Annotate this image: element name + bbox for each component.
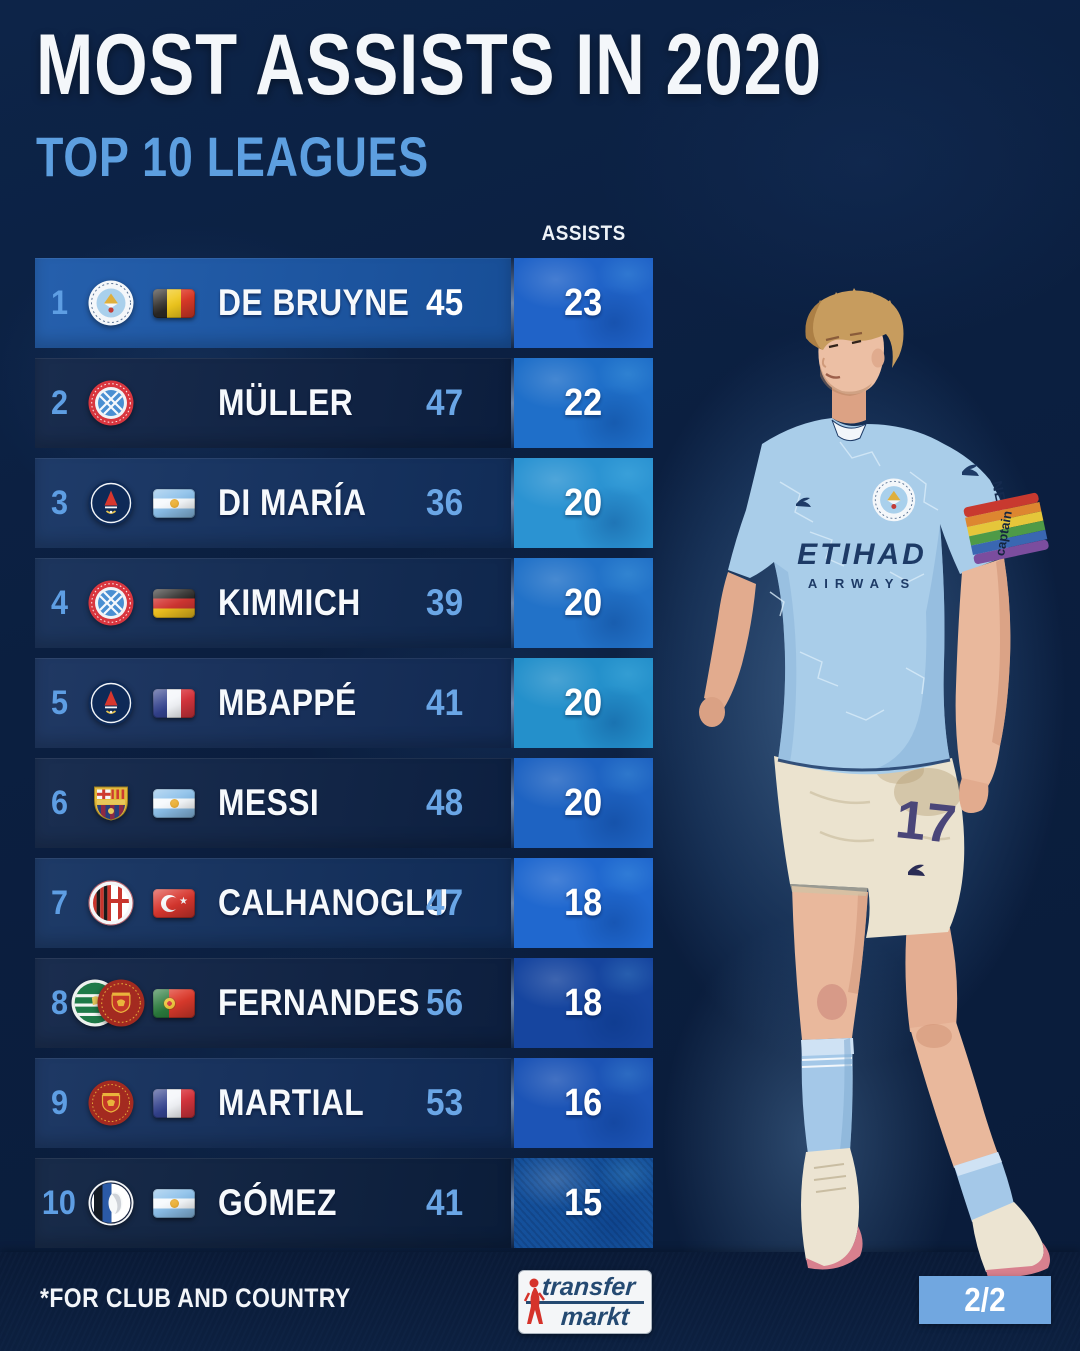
- games-value: 47: [426, 382, 464, 423]
- rank-label: 10: [41, 1183, 77, 1222]
- flag-belgium-icon: [153, 288, 195, 318]
- table-row: 10 GÓMEZ 41 15: [35, 1158, 653, 1248]
- table-row: 3 DI MARÍA 36 20: [35, 458, 653, 548]
- assists-value: 20: [514, 658, 653, 748]
- transfermarkt-player-icon: [523, 1278, 546, 1324]
- page-title: MOST ASSISTS IN 2020: [36, 17, 822, 113]
- player-name: MÜLLER: [218, 382, 354, 423]
- club-badge-manchester-city-icon: [88, 280, 134, 326]
- flag-portugal-icon: [153, 988, 195, 1018]
- shirt-sponsor-text: ETIHAD: [797, 538, 927, 571]
- games-value: 47: [426, 882, 464, 923]
- column-divider: [511, 558, 514, 648]
- player-name: MBAPPÉ: [218, 682, 357, 723]
- transfermarkt-logo: transfer markt: [518, 1270, 652, 1334]
- assists-value: 18: [514, 858, 653, 948]
- club-badge-ac-milan-icon: [88, 880, 134, 926]
- table-row: 7 ★ CALHANOGLU 47 18: [35, 858, 653, 948]
- column-divider: [511, 358, 514, 448]
- table-row: 2 MÜLLER 47 22: [35, 358, 653, 448]
- games-value: 48: [426, 782, 464, 823]
- player-photo-de-bruyne: 17 ETIHAD AIRWAYS NEXEN: [699, 288, 1050, 1278]
- games-value: 41: [426, 1182, 464, 1223]
- logo-divider: [526, 1301, 644, 1304]
- flag-argentina-icon: [153, 788, 195, 818]
- player-name: FERNANDES: [218, 982, 420, 1023]
- page-subtitle: TOP 10 LEAGUES: [36, 125, 429, 188]
- logo-text-top: transfer: [541, 1273, 637, 1301]
- player-name: CALHANOGLU: [218, 882, 449, 923]
- player-name: KIMMICH: [218, 582, 361, 623]
- rank-label: 3: [50, 483, 68, 522]
- player-name: GÓMEZ: [218, 1182, 337, 1223]
- column-divider: [511, 458, 514, 548]
- club-badge-manchester-united-icon: [97, 979, 145, 1027]
- club-badge-psg-icon: [88, 680, 134, 726]
- rank-label: 1: [50, 283, 68, 322]
- table-row: 1 DE BRUYNE 45 23: [35, 258, 653, 348]
- flag-argentina-icon: [153, 1188, 195, 1218]
- logo-text-bottom: markt: [560, 1303, 631, 1331]
- flag-argentina-icon: [153, 488, 195, 518]
- column-divider: [511, 758, 514, 848]
- assists-value: 22: [514, 358, 653, 448]
- flag-germany-icon: [153, 588, 195, 618]
- column-divider: [511, 1058, 514, 1148]
- footer-strip: [0, 1252, 1080, 1351]
- shirt-sponsor-subtext: AIRWAYS: [808, 576, 916, 591]
- assists-value: 18: [514, 958, 653, 1048]
- rank-label: 7: [50, 883, 68, 922]
- flag-turkey-icon: ★: [153, 888, 195, 918]
- assists-value: 15: [514, 1158, 653, 1248]
- table-row: 9 MARTIAL 53 16: [35, 1058, 653, 1148]
- column-divider: [511, 258, 514, 348]
- column-header-assists: ASSISTS: [541, 222, 626, 245]
- player-name: DI MARÍA: [218, 482, 367, 523]
- games-value: 41: [426, 682, 464, 723]
- flag-france-icon: [153, 1088, 195, 1118]
- column-divider: [511, 1158, 514, 1248]
- rank-label: 9: [50, 1083, 68, 1122]
- assists-value: 16: [514, 1058, 653, 1148]
- page-indicator: 2/2: [919, 1276, 1051, 1324]
- rank-label: 5: [50, 683, 68, 722]
- footnote: *FOR CLUB AND COUNTRY: [40, 1283, 351, 1313]
- captain-armband: captain: [963, 492, 1049, 564]
- games-value: 53: [426, 1082, 464, 1123]
- club-badge-atalanta-icon: [88, 1180, 134, 1226]
- table-row: 5 MBAPPÉ 41 20: [35, 658, 653, 748]
- assists-value: 20: [514, 758, 653, 848]
- player-name: MARTIAL: [218, 1082, 365, 1123]
- club-badge-barcelona-icon: [88, 780, 134, 826]
- rank-label: 4: [50, 583, 68, 622]
- player-name: MESSI: [218, 782, 320, 823]
- flag-france-icon: [153, 688, 195, 718]
- rank-label: 8: [50, 983, 68, 1022]
- games-value: 56: [426, 982, 464, 1023]
- club-badge-manchester-united-icon: [88, 1080, 134, 1126]
- rank-label: 6: [50, 783, 68, 822]
- table-row: 6 MESSI 48 20: [35, 758, 653, 848]
- column-divider: [511, 658, 514, 748]
- games-value: 39: [426, 582, 464, 623]
- rankings-table: 1 DE BRUYNE 45 23 2 MÜLLER 47 22 3: [35, 258, 653, 1258]
- club-badge-bayern-munich-icon: [88, 580, 134, 626]
- rank-label: 2: [50, 383, 68, 422]
- shorts-number: 17: [893, 789, 959, 855]
- games-value: 45: [426, 282, 464, 323]
- assists-value: 20: [514, 458, 653, 548]
- club-badge-psg-icon: [88, 480, 134, 526]
- table-row: 4 KIMMICH 39 20: [35, 558, 653, 648]
- column-divider: [511, 958, 514, 1048]
- club-badge-bayern-munich-icon: [88, 380, 134, 426]
- column-divider: [511, 858, 514, 948]
- table-row: 8 FERNANDES 56 18: [35, 958, 653, 1048]
- assists-value: 23: [514, 258, 653, 348]
- assists-value: 20: [514, 558, 653, 648]
- games-value: 36: [426, 482, 464, 523]
- player-name: DE BRUYNE: [218, 282, 410, 323]
